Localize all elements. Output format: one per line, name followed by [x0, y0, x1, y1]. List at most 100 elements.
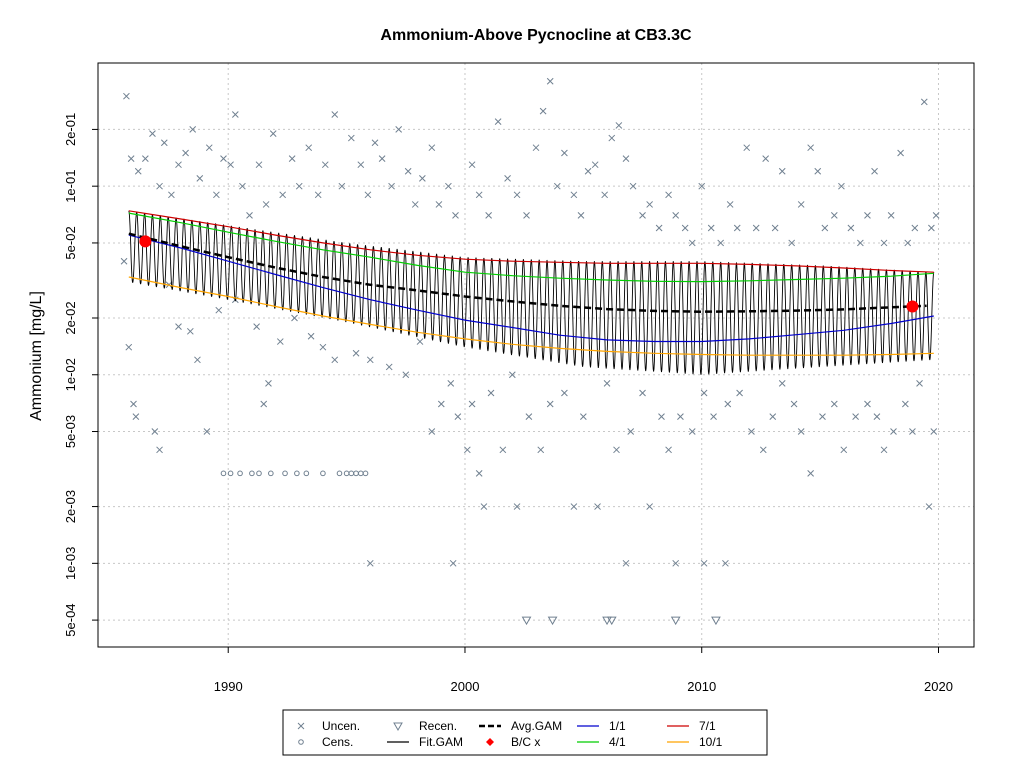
data-point	[189, 126, 197, 133]
legend-swatch	[486, 738, 494, 746]
data-point	[681, 224, 689, 232]
data-point	[402, 371, 410, 379]
data-point	[294, 470, 300, 477]
data-point	[303, 470, 310, 477]
data-point	[156, 182, 163, 190]
data-point	[175, 161, 182, 169]
data-point	[279, 191, 287, 199]
data-point	[677, 413, 684, 420]
legend-swatch	[298, 739, 304, 745]
data-point	[454, 413, 462, 420]
data-point	[291, 314, 298, 322]
data-point	[452, 212, 459, 219]
data-point	[276, 338, 284, 345]
legend-entry: Avg.GAM	[479, 719, 562, 733]
legend-entry: Uncen.	[297, 719, 360, 733]
data-point	[790, 400, 798, 408]
legend-label: 7/1	[699, 719, 716, 733]
data-point	[830, 400, 838, 408]
data-point	[255, 161, 263, 169]
plot-frame	[97, 62, 975, 648]
data-point	[196, 175, 204, 182]
data-point	[504, 175, 511, 182]
legend: Uncen. Cens. Recen. Fit.GAM Avg.GAM B/C x 1/1 4…	[282, 709, 768, 756]
y-axis: 5e-04 1e-03 2e-03 5e-03 1e-02 2e-02 5e-02 1e-01…	[63, 113, 98, 637]
x-tick-label: 1990	[214, 679, 243, 694]
legend-swatch	[393, 722, 403, 732]
data-point	[156, 446, 163, 454]
legend-label: Fit.GAM	[419, 735, 463, 749]
legend-label: 4/1	[609, 735, 626, 749]
data-point	[769, 413, 777, 420]
data-point	[838, 182, 845, 190]
data-point	[194, 356, 201, 364]
legend-label: Avg.GAM	[511, 719, 562, 733]
data-point	[314, 191, 322, 199]
data-point	[821, 224, 829, 232]
data-point	[546, 400, 554, 408]
data-point	[227, 470, 234, 477]
data-point	[920, 98, 928, 106]
data-point	[797, 428, 805, 435]
data-point	[726, 201, 734, 208]
data-point	[508, 371, 516, 379]
data-point	[658, 413, 665, 420]
legend-label: 10/1	[699, 735, 723, 749]
legend-label: 1/1	[609, 719, 626, 733]
data-point	[698, 182, 706, 190]
y-tick-label: 2e-01	[63, 113, 78, 146]
data-point	[797, 201, 805, 208]
data-point	[160, 139, 168, 147]
data-point	[897, 149, 904, 157]
data-point	[260, 400, 268, 408]
data-point	[186, 327, 194, 335]
data-point	[213, 191, 220, 199]
y-tick-label: 5e-02	[63, 226, 78, 259]
legend-entry: B/C x	[486, 735, 540, 749]
data-point	[288, 155, 296, 162]
data-point	[352, 349, 360, 357]
grid	[98, 63, 974, 647]
data-point	[629, 182, 637, 190]
legend-label: Recen.	[419, 719, 457, 733]
data-point	[485, 212, 493, 219]
data-point	[428, 428, 436, 435]
data-point	[385, 363, 393, 371]
data-point	[320, 470, 326, 477]
data-point	[852, 413, 859, 420]
data-point	[132, 413, 140, 420]
data-point	[321, 161, 329, 169]
data-point	[778, 167, 786, 175]
chart-title: Ammonium-Above Pycnocline at CB3.3C	[380, 27, 692, 44]
data-point	[880, 239, 888, 247]
data-point	[358, 470, 364, 477]
data-point	[227, 161, 234, 169]
data-point	[220, 155, 227, 162]
data-point	[601, 191, 609, 199]
data-point	[449, 559, 457, 567]
series-Uncen.	[120, 77, 940, 567]
data-point	[546, 77, 554, 85]
legend-entry: 10/1	[667, 735, 723, 749]
data-point	[265, 380, 272, 387]
data-point	[205, 144, 213, 152]
data-point	[932, 212, 940, 219]
legend-entry: Recen.	[393, 719, 457, 733]
data-point	[561, 389, 568, 397]
data-point	[220, 470, 227, 477]
data-point	[404, 167, 412, 175]
data-point	[175, 323, 182, 330]
data-point	[700, 389, 708, 397]
y-tick-label: 2e-03	[63, 490, 78, 523]
data-point	[665, 446, 672, 454]
data-point	[168, 191, 175, 199]
data-point	[857, 239, 864, 247]
data-point	[579, 413, 587, 420]
data-point	[513, 191, 521, 199]
data-point	[591, 161, 599, 169]
legend-entry: Fit.GAM	[387, 735, 463, 749]
data-point	[282, 470, 288, 477]
x-axis: 1990 2000 2010 2020	[214, 647, 953, 694]
data-point	[722, 559, 729, 567]
y-tick-label: 1e-02	[63, 358, 78, 391]
